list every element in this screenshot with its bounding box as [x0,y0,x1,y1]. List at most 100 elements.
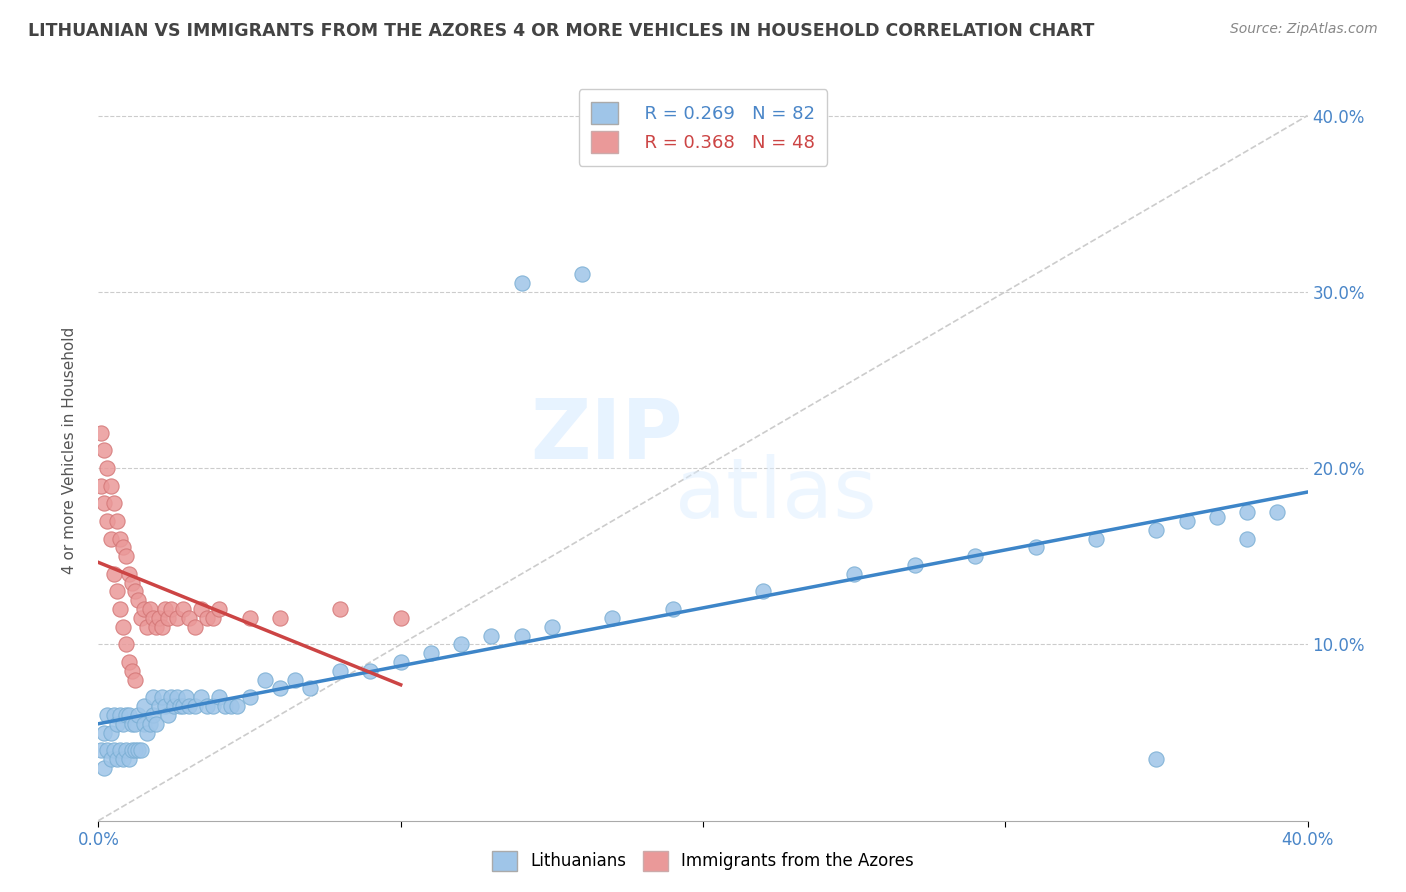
Point [111,620,134,634]
Point [169,699,191,714]
Point [360,664,382,678]
Y-axis label: 4 or more Vehicles in Household: 4 or more Vehicles in Household [62,326,77,574]
Point [1144,523,1167,537]
Point [111,716,134,731]
Text: LITHUANIAN VS IMMIGRANTS FROM THE AZORES 4 OR MORE VEHICLES IN HOUSEHOLD CORRELA: LITHUANIAN VS IMMIGRANTS FROM THE AZORES… [28,22,1094,40]
Point [195,699,218,714]
Point [389,611,412,625]
Point [1144,752,1167,766]
Point [179,699,201,714]
Point [1236,532,1258,546]
Point [166,690,188,705]
Point [93,443,115,458]
Point [118,566,141,581]
Point [96,514,118,528]
Point [111,752,134,766]
Point [142,611,165,625]
Point [208,602,231,616]
Point [284,673,307,687]
Point [202,611,225,625]
Point [153,699,176,714]
Point [105,752,128,766]
Point [129,743,152,757]
Point [571,267,593,281]
Point [135,725,157,739]
Point [1175,514,1198,528]
Point [202,699,225,714]
Point [93,761,115,775]
Point [105,584,128,599]
Point [142,707,165,722]
Point [172,699,194,714]
Point [420,646,443,660]
Legend:   R = 0.269   N = 82,   R = 0.368   N = 48: R = 0.269 N = 82, R = 0.368 N = 48 [579,89,827,166]
Point [602,611,624,625]
Point [145,716,167,731]
Legend: Lithuanians, Immigrants from the Azores: Lithuanians, Immigrants from the Azores [484,842,922,880]
Point [93,725,115,739]
Point [114,743,136,757]
Text: atlas: atlas [675,454,876,535]
Point [121,575,143,590]
Point [184,699,207,714]
Point [329,664,352,678]
Point [239,611,262,625]
Point [1236,505,1258,519]
Point [844,566,866,581]
Point [904,558,927,572]
Point [139,716,162,731]
Point [132,699,155,714]
Point [150,620,173,634]
Point [450,637,472,651]
Point [108,602,131,616]
Point [103,496,125,510]
Point [121,664,143,678]
Point [1085,532,1108,546]
Point [103,707,125,722]
Point [114,549,136,564]
Point [965,549,987,564]
Point [195,611,218,625]
Point [105,716,128,731]
Point [299,681,322,696]
Point [118,752,141,766]
Point [90,743,112,757]
Point [214,699,236,714]
Point [100,752,122,766]
Point [124,743,146,757]
Point [100,479,122,493]
Point [510,628,533,642]
Point [118,707,141,722]
Point [90,425,112,440]
Point [142,690,165,705]
Point [132,716,155,731]
Point [108,532,131,546]
Point [1267,505,1289,519]
Point [153,602,176,616]
Point [132,602,155,616]
Point [93,496,115,510]
Point [160,602,183,616]
Point [96,707,118,722]
Point [127,593,149,607]
Point [114,707,136,722]
Point [253,673,276,687]
Point [108,743,131,757]
Point [103,566,125,581]
Point [111,541,134,555]
Point [226,699,249,714]
Point [208,690,231,705]
Text: Source: ZipAtlas.com: Source: ZipAtlas.com [1230,22,1378,37]
Point [124,716,146,731]
Point [179,611,201,625]
Point [540,620,562,634]
Point [100,725,122,739]
Point [90,479,112,493]
Point [1206,510,1229,524]
Point [118,655,141,669]
Point [150,690,173,705]
Point [269,611,291,625]
Point [127,707,149,722]
Point [124,673,146,687]
Point [510,276,533,290]
